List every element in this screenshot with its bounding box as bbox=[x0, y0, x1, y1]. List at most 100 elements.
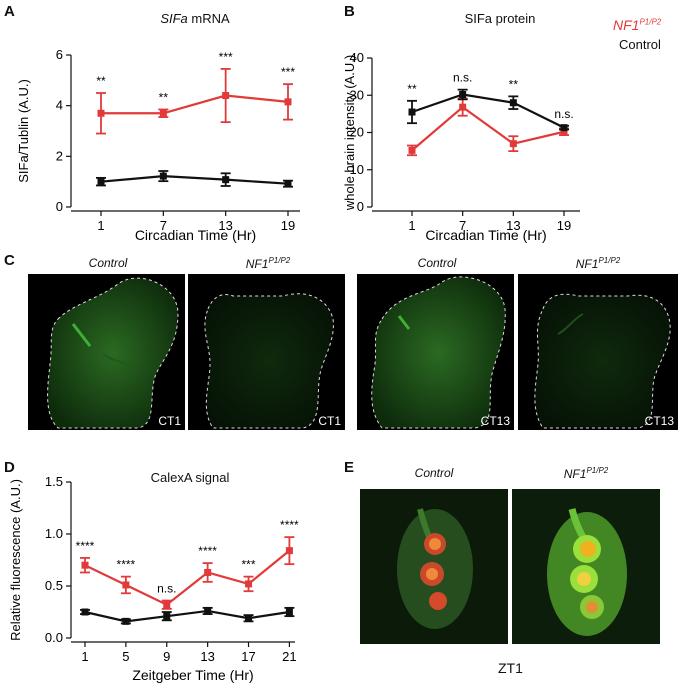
chart-b-xtick-label-3: 19 bbox=[557, 218, 571, 233]
chart-d-series-0-point-0 bbox=[81, 561, 89, 569]
chart-b-ytick-label-2: 20 bbox=[350, 125, 364, 140]
chart-d-ytick-label-0: 0.0 bbox=[45, 630, 63, 645]
brain-image-control-ct1: CT1 bbox=[28, 274, 185, 430]
chart-d-significance-5: **** bbox=[280, 518, 299, 532]
chart-a-significance-0: ** bbox=[96, 74, 106, 88]
chart-a-xtick-label-0: 1 bbox=[97, 218, 104, 233]
chart-b-xtick-label-2: 13 bbox=[506, 218, 520, 233]
chart-b-series-1-line bbox=[411, 93, 565, 129]
chart-d-xtick-label-1: 5 bbox=[122, 649, 129, 664]
chart-a: 0 2 4 6 1 7 13 19 SIFa/Tublin (A.U.) Circadian Ti… bbox=[16, 47, 300, 243]
chart-a-ytick-label-0: 0 bbox=[56, 199, 63, 214]
chart-d-xtick-label-3: 13 bbox=[200, 649, 214, 664]
chart-a-series-1-line bbox=[100, 174, 289, 185]
chart-b-ylabel: whole brain intensity (A.U.) bbox=[342, 55, 357, 211]
chart-d-significance-1: **** bbox=[117, 558, 136, 572]
chart-d-ytick-label-3: 1.5 bbox=[45, 474, 63, 489]
chart-b-significance-2: ** bbox=[509, 77, 519, 91]
chart-b-title: SIFa protein bbox=[464, 11, 536, 26]
chart-a-series-1-point-1 bbox=[159, 172, 167, 180]
chart-b-series-0-line bbox=[411, 105, 565, 152]
chart-b-series-1-point-2 bbox=[509, 99, 517, 107]
micro-e-caption-1: Control bbox=[414, 466, 454, 480]
chart-a-xtick-label-2: 13 bbox=[218, 218, 232, 233]
chart-d-xtick-label-4: 17 bbox=[241, 649, 255, 664]
chart-b-significance-1: n.s. bbox=[453, 71, 472, 85]
chart-b-significance-0: ** bbox=[407, 82, 417, 96]
chart-d-significance-2: n.s. bbox=[157, 582, 176, 596]
chart-d-title: CalexA signal bbox=[150, 470, 230, 485]
chart-b-xtick-label-0: 1 bbox=[408, 218, 415, 233]
micro-c-tag-1: CT1 bbox=[158, 414, 181, 428]
micro-e-footer: ZT1 bbox=[498, 660, 523, 676]
chart-b-series-0-point-1 bbox=[459, 103, 467, 111]
chart-b-ytick-label-1: 10 bbox=[350, 162, 364, 177]
chart-a-series-0-line bbox=[101, 94, 289, 115]
neuron-image-control bbox=[360, 489, 508, 644]
chart-b-ytick-label-3: 30 bbox=[350, 87, 364, 102]
chart-d-significance-4: *** bbox=[242, 558, 256, 572]
brain-image-nf1-ct1: CT1 bbox=[188, 274, 345, 430]
chart-b-xtick-label-1: 7 bbox=[459, 218, 466, 233]
panel-letter-d: D bbox=[4, 459, 15, 476]
chart-a-ylabel: SIFa/Tublin (A.U.) bbox=[16, 79, 31, 183]
legend-control: Control bbox=[619, 37, 661, 52]
chart-a-series-0-point-2 bbox=[222, 92, 230, 100]
micro-c-caption-1: Control bbox=[88, 256, 128, 270]
legend-mutant: NF1P1/P2 bbox=[613, 17, 662, 33]
micro-c-tag-4: CT13 bbox=[644, 414, 674, 428]
chart-d-series-0-point-3 bbox=[204, 568, 212, 576]
chart-b-series-1-point-3 bbox=[560, 124, 568, 132]
chart-a-series-1-point-3 bbox=[284, 180, 292, 188]
brain-image-nf1-ct13: CT13 bbox=[518, 274, 678, 430]
chart-a-xtick-label-1: 7 bbox=[160, 218, 167, 233]
chart-a-series-0-point-0 bbox=[97, 109, 105, 117]
neuron-image-nf1 bbox=[512, 489, 660, 644]
panel-letter-e: E bbox=[344, 459, 355, 476]
chart-d-xtick-label-0: 1 bbox=[81, 649, 88, 664]
chart-a-ytick-label-3: 6 bbox=[56, 47, 63, 62]
chart-b-ytick-label-0: 0 bbox=[357, 199, 364, 214]
chart-a-ytick-label-2: 4 bbox=[56, 98, 63, 113]
brain-image-control-ct13: CT13 bbox=[357, 274, 514, 430]
micro-c-caption-3: Control bbox=[417, 256, 457, 270]
panel-letter-b: B bbox=[344, 3, 355, 20]
chart-b-series-1-point-1 bbox=[459, 91, 467, 99]
panel-letter-c: C bbox=[4, 252, 15, 269]
chart-b: 0 10 20 30 40 1 7 13 19 whole brain intensity (A.… bbox=[342, 50, 580, 243]
chart-d-series-0-point-2 bbox=[163, 601, 171, 609]
chart-d-xlabel: Zeitgeber Time (Hr) bbox=[132, 667, 253, 683]
chart-b-series-0-point-2 bbox=[509, 140, 517, 148]
chart-d-series-1-point-4 bbox=[245, 614, 253, 622]
chart-b-xlabel: Circadian Time (Hr) bbox=[425, 227, 546, 243]
chart-d-xtick-label-2: 9 bbox=[163, 649, 170, 664]
chart-a-series-0-point-1 bbox=[159, 109, 167, 117]
chart-d-series-1-line bbox=[84, 609, 290, 623]
chart-d-ylabel: Relative fluorescence (A.U.) bbox=[8, 479, 23, 641]
chart-d-series-0-line bbox=[84, 549, 291, 607]
micro-c-tag-3: CT13 bbox=[480, 414, 510, 428]
chart-d: 0.0 0.5 1.0 1.5 1 5 9 13 17 21 Relative fluorescen… bbox=[8, 474, 299, 683]
chart-d-series-1-point-1 bbox=[122, 617, 130, 625]
micro-e-caption-2: NF1P1/P2 bbox=[563, 466, 609, 481]
chart-a-significance-1: ** bbox=[159, 90, 169, 104]
chart-b-ytick-label-4: 40 bbox=[350, 50, 364, 65]
panel-letter-a: A bbox=[4, 3, 15, 20]
chart-d-series-1-point-3 bbox=[204, 607, 212, 615]
micro-c-tag-2: CT1 bbox=[318, 414, 341, 428]
chart-d-series-1-point-2 bbox=[163, 612, 171, 620]
chart-d-significance-3: **** bbox=[198, 544, 217, 558]
chart-b-series-1-point-0 bbox=[408, 108, 416, 116]
chart-b-series-0-point-0 bbox=[408, 146, 416, 154]
chart-d-ytick-label-1: 0.5 bbox=[45, 578, 63, 593]
chart-d-series-0-point-5 bbox=[285, 547, 293, 555]
micro-c-caption-2: NF1P1/P2 bbox=[245, 256, 291, 271]
chart-b-significance-3: n.s. bbox=[554, 107, 573, 121]
chart-d-series-0-point-4 bbox=[245, 580, 253, 588]
chart-a-xtick-label-3: 19 bbox=[281, 218, 295, 233]
micro-c-caption-4: NF1P1/P2 bbox=[575, 256, 621, 271]
chart-a-significance-3: *** bbox=[281, 65, 295, 79]
chart-d-xtick-label-5: 21 bbox=[282, 649, 296, 664]
chart-a-series-1-point-0 bbox=[97, 178, 105, 186]
chart-a-series-0-point-3 bbox=[284, 98, 292, 106]
